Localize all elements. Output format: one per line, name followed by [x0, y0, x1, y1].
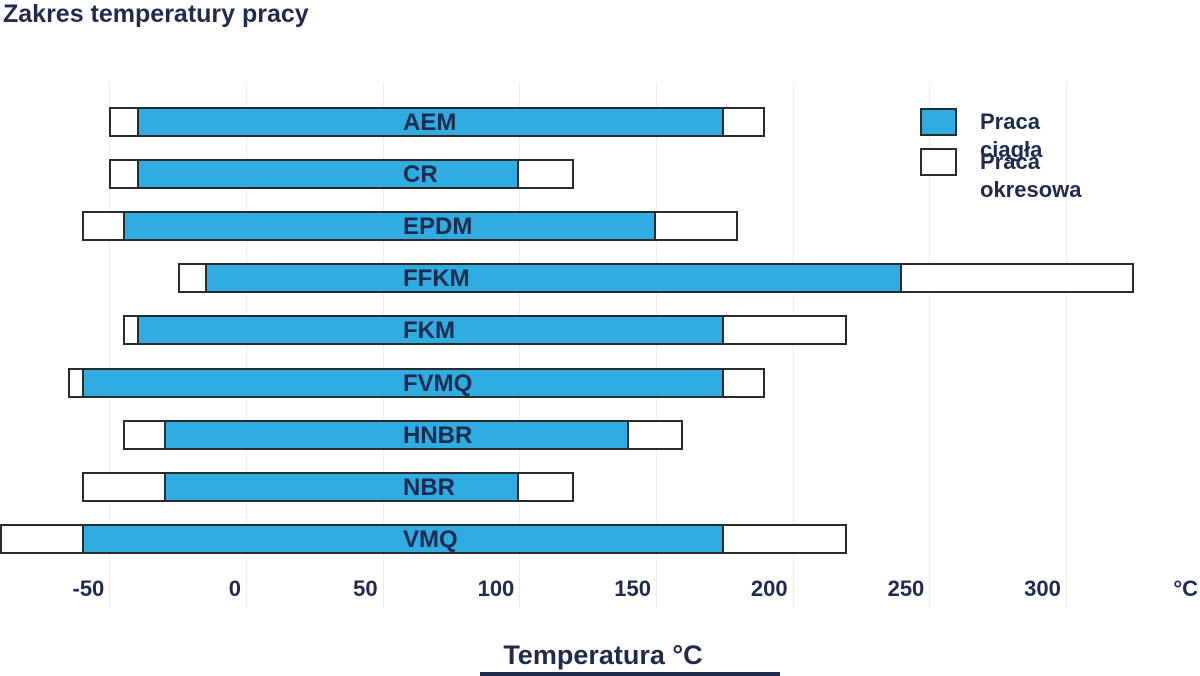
axis-unit-label: °C: [1173, 576, 1198, 601]
tick-label-200: 200: [750, 576, 788, 601]
cropped-footer-strip: [480, 672, 780, 676]
bar-label-EPDM: EPDM: [403, 212, 473, 240]
bar-label-HNBR: HNBR: [403, 421, 473, 449]
axis-title: Temperatura °C: [503, 640, 703, 670]
tick-label--50: -50: [72, 576, 105, 601]
tick-label-150: 150: [614, 576, 651, 601]
tick-label-0: 0: [228, 576, 241, 601]
gridline-300: [1065, 82, 1067, 608]
bar-label-AEM: AEM: [403, 108, 457, 136]
bar-label-CR: CR: [403, 160, 438, 188]
bar-continuous-AEM: [136, 106, 725, 137]
bar-label-NBR: NBR: [403, 473, 455, 501]
tick-label-300: 300: [1024, 576, 1061, 601]
bar-continuous-EPDM: [123, 210, 656, 241]
legend-swatch-intermittent: [920, 148, 957, 176]
bar-continuous-FKM: [136, 315, 725, 346]
bar-label-FKM: FKM: [403, 317, 455, 345]
bar-continuous-NBR: [164, 471, 520, 502]
bar-continuous-FVMQ: [82, 367, 725, 398]
chart-title: Zakres temperatury pracy: [3, 0, 309, 28]
bar-continuous-HNBR: [164, 419, 629, 450]
tick-label-100: 100: [477, 576, 515, 601]
tick-label-50: 50: [353, 576, 378, 601]
bar-label-FFKM: FFKM: [403, 265, 470, 293]
gridline--50: [109, 82, 111, 608]
legend-label-intermittent: Praca okresowa: [980, 149, 1082, 202]
bar-label-FVMQ: FVMQ: [403, 369, 473, 397]
bar-continuous-CR: [136, 158, 520, 189]
gridline-250: [929, 82, 931, 608]
tick-label-250: 250: [887, 576, 925, 601]
bar-continuous-FFKM: [205, 263, 902, 294]
bar-label-VMQ: VMQ: [403, 526, 458, 554]
legend-label-continuous: Praca ciągła: [980, 109, 1043, 162]
bar-continuous-VMQ: [82, 524, 725, 555]
legend-swatch-continuous: [920, 108, 957, 136]
